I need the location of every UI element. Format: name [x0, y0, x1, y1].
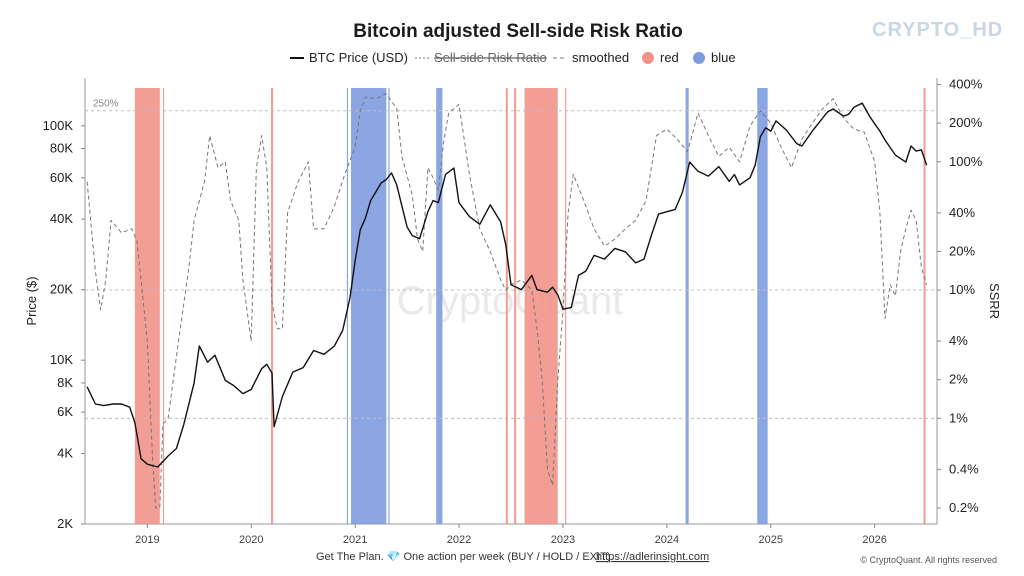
footer-text: Get The Plan. 💎 One action per week (BUY…	[316, 550, 614, 563]
right-tick-label-10: 400%	[949, 77, 983, 92]
legend-blue-swatch	[693, 52, 705, 64]
btc-price-line	[86, 102, 928, 468]
band-blue-4	[350, 88, 387, 524]
band-red-13	[923, 88, 926, 524]
left-tick-label-7: 60K	[50, 170, 73, 185]
legend-smoothed-label: smoothed	[572, 50, 629, 65]
x-tick-label-5: 2024	[655, 534, 679, 546]
left-tick-label-0: 2K	[57, 516, 73, 531]
legend-ssrr-label: Sell-side Risk Ratio	[434, 50, 547, 65]
legend: BTC Price (USD) Sell-side Risk Ratio smo…	[290, 50, 736, 65]
chart-title: Bitcoin adjusted Sell-side Risk Ratio	[353, 21, 682, 42]
right-axis-label: SSRR	[987, 283, 1002, 319]
band-blue-6	[436, 88, 443, 524]
left-tick-label-8: 80K	[50, 141, 73, 156]
left-axis-ticks: 2K 4K 6K 8K 10K 20K 40K 60K 80K 100K	[43, 118, 85, 531]
copyright: © CryptoQuant. All rights reserved	[860, 555, 997, 565]
left-tick-label-9: 100K	[43, 118, 74, 133]
band-blue-12	[757, 88, 768, 524]
right-axis-ticks: 0.2% 0.4% 1% 2% 4% 10% 20% 40% 100% 200% 400%	[937, 77, 983, 515]
legend-red-label: red	[660, 50, 679, 65]
series-ssrr-smoothed	[86, 93, 928, 509]
x-tick-label-6: 2025	[759, 534, 783, 546]
brand-logo-text: CRYPTO_HD	[872, 19, 1003, 41]
right-tick-label-3: 2%	[949, 372, 968, 387]
right-tick-label-8: 100%	[949, 154, 983, 169]
band-red-9	[524, 88, 558, 524]
x-tick-label-4: 2023	[551, 534, 575, 546]
left-tick-label-4: 10K	[50, 352, 73, 367]
reference-label-0: 250%	[93, 99, 119, 110]
left-tick-label-6: 40K	[50, 211, 73, 226]
x-tick-label-3: 2022	[447, 534, 471, 546]
x-tick-label-7: 2026	[862, 534, 886, 546]
plot-frame	[84, 78, 938, 525]
band-red-0	[134, 88, 160, 524]
x-tick-label-1: 2020	[239, 534, 263, 546]
left-axis-label: Price ($)	[24, 276, 39, 325]
legend-red-swatch	[642, 52, 654, 64]
band-red-2	[270, 88, 274, 524]
right-tick-label-5: 10%	[949, 282, 975, 297]
left-tick-label-2: 6K	[57, 404, 73, 419]
watermark: CryptoQuant	[397, 279, 624, 323]
band-red-8	[514, 88, 517, 524]
series-btc-price	[86, 102, 928, 468]
reference-lines: 250%	[85, 99, 937, 419]
right-tick-label-6: 20%	[949, 243, 975, 258]
signal-bands	[134, 88, 926, 524]
legend-blue-label: blue	[711, 50, 736, 65]
left-tick-label-5: 20K	[50, 282, 73, 297]
band-red-10	[565, 88, 567, 524]
band-blue-11	[685, 88, 689, 524]
right-tick-label-4: 4%	[949, 333, 968, 348]
legend-price-label: BTC Price (USD)	[309, 50, 408, 65]
band-red-1	[162, 88, 165, 524]
band-blue-5	[388, 88, 390, 524]
left-tick-label-3: 8K	[57, 375, 73, 390]
band-red-7	[505, 88, 508, 524]
right-tick-label-2: 1%	[949, 410, 968, 425]
x-tick-label-2: 2021	[343, 534, 367, 546]
right-tick-label-9: 200%	[949, 115, 983, 130]
right-tick-label-0: 0.2%	[949, 500, 979, 515]
left-tick-label-1: 4K	[57, 445, 73, 460]
ssrr-smoothed-line	[86, 93, 928, 509]
right-tick-label-1: 0.4%	[949, 461, 979, 476]
right-tick-label-7: 40%	[949, 205, 975, 220]
x-tick-label-0: 2019	[135, 534, 159, 546]
x-axis-ticks: 2019 2020 2021 2022 2023 2024 2025 2026	[135, 524, 887, 546]
footer-link[interactable]: https://adlerinsight.com	[596, 551, 709, 563]
